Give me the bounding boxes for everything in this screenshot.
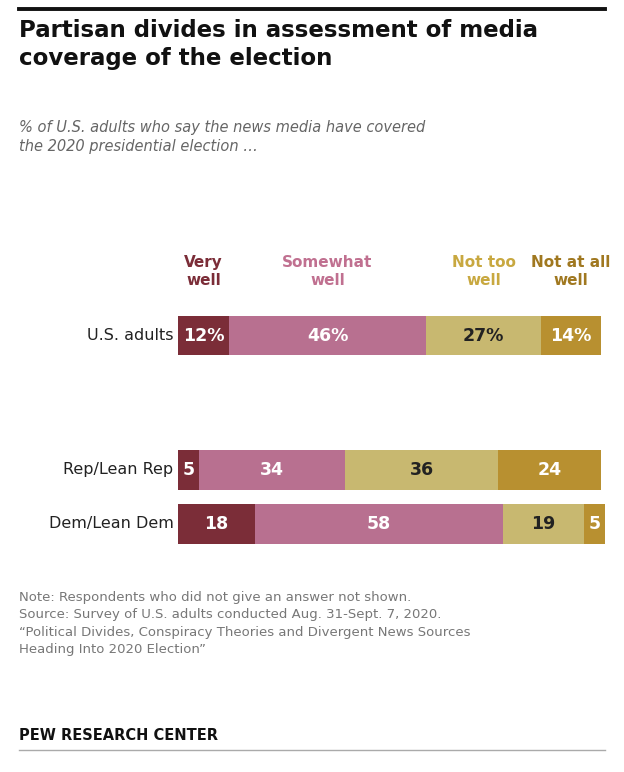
Text: 18: 18 <box>204 515 228 533</box>
Text: PEW RESEARCH CENTER: PEW RESEARCH CENTER <box>19 728 218 743</box>
Bar <box>503 503 584 543</box>
Text: Partisan divides in assessment of media
coverage of the election: Partisan divides in assessment of media … <box>19 19 538 69</box>
Bar <box>255 503 503 543</box>
Bar <box>584 503 605 543</box>
Bar <box>178 316 229 355</box>
Bar <box>229 316 426 355</box>
Text: 12%: 12% <box>183 327 224 344</box>
Text: 46%: 46% <box>307 327 348 344</box>
Text: Not too
well: Not too well <box>452 255 515 288</box>
Text: 24: 24 <box>538 461 562 479</box>
Bar <box>426 316 541 355</box>
Text: Dem/Lean Dem: Dem/Lean Dem <box>49 516 173 531</box>
Text: 14%: 14% <box>550 327 592 344</box>
Text: 58: 58 <box>367 515 391 533</box>
Bar <box>178 503 255 543</box>
Text: % of U.S. adults who say the news media have covered
the 2020 presidential elect: % of U.S. adults who say the news media … <box>19 120 425 154</box>
Text: Somewhat
well: Somewhat well <box>282 255 373 288</box>
Bar <box>344 450 499 490</box>
Text: Rep/Lean Rep: Rep/Lean Rep <box>64 462 173 477</box>
Bar <box>499 450 601 490</box>
Text: 36: 36 <box>409 461 434 479</box>
Bar <box>199 450 344 490</box>
Text: U.S. adults: U.S. adults <box>87 328 173 343</box>
Bar <box>178 450 199 490</box>
Text: Not at all
well: Not at all well <box>532 255 611 288</box>
Text: 5: 5 <box>588 515 601 533</box>
Text: 19: 19 <box>531 515 555 533</box>
Text: 27%: 27% <box>463 327 504 344</box>
Text: 5: 5 <box>182 461 195 479</box>
Text: Very
well: Very well <box>184 255 223 288</box>
Text: 34: 34 <box>260 461 284 479</box>
Text: Note: Respondents who did not give an answer not shown.
Source: Survey of U.S. a: Note: Respondents who did not give an an… <box>19 591 470 656</box>
Bar <box>541 316 601 355</box>
